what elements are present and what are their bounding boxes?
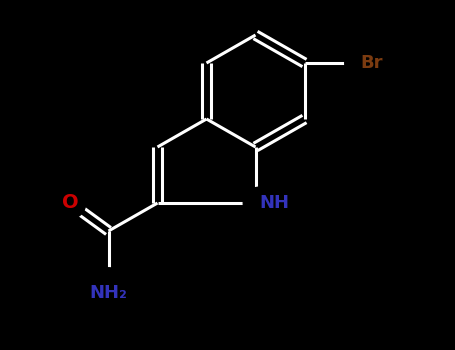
Text: NH₂: NH₂ <box>90 284 127 301</box>
Circle shape <box>93 268 124 299</box>
Circle shape <box>345 47 376 79</box>
Text: Br: Br <box>360 54 383 72</box>
Text: O: O <box>62 194 78 212</box>
Text: NH: NH <box>259 194 289 212</box>
Circle shape <box>54 187 86 219</box>
Circle shape <box>243 187 275 219</box>
